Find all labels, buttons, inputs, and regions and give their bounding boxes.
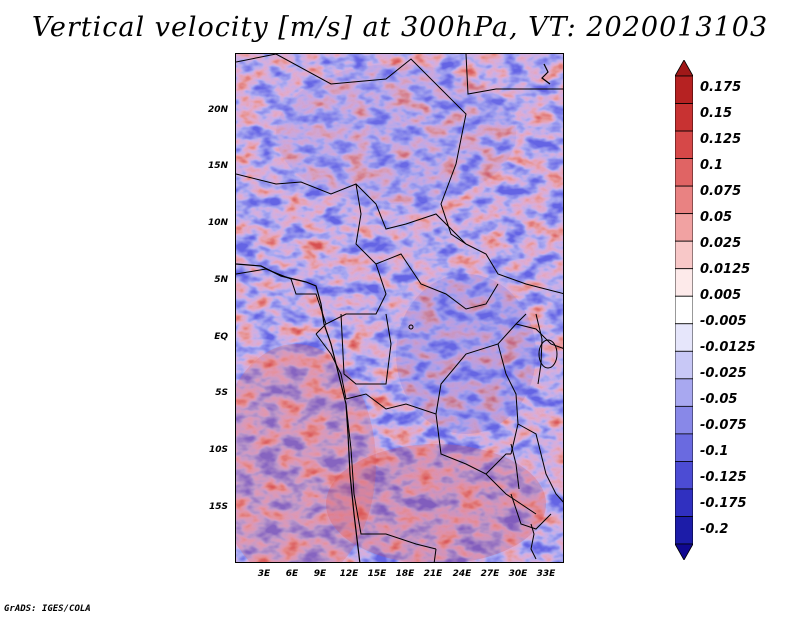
colorbar-label: 0.1: [700, 158, 724, 173]
vertical-velocity-map: [235, 53, 564, 563]
colorbar-label: -0.125: [700, 470, 747, 485]
colorbar-label: -0.05: [700, 392, 738, 407]
lon-label-3e: 3E: [257, 569, 271, 579]
colorbar-swatch: [675, 158, 693, 187]
country-borders: [236, 54, 563, 562]
coastline: [236, 63, 551, 562]
colorbar-swatch: [675, 350, 693, 380]
red-region-west: [236, 344, 376, 562]
colorbar-swatch: [675, 185, 693, 215]
colorbar-swatch: [675, 405, 693, 435]
colorbar-label: -0.1: [700, 444, 729, 459]
colorbar-label: 0.0125: [700, 262, 751, 277]
lat-label-10n: 10N: [207, 218, 228, 228]
colorbar-swatch: [675, 240, 693, 270]
colorbar-label: 0.175: [700, 80, 742, 95]
colorbar-label: 0.075: [700, 184, 742, 199]
colorbar-label: 0.15: [700, 106, 733, 121]
lat-label-5s: 5S: [215, 388, 228, 398]
colorbar-swatch: [675, 543, 693, 560]
lat-label-eq: EQ: [214, 332, 228, 342]
colorbar-swatch: [675, 488, 693, 517]
colorbar-label: 0.125: [700, 132, 742, 147]
lon-label-6e: 6E: [285, 569, 299, 579]
colorbar-swatch: [675, 516, 693, 545]
lon-label-15e: 15E: [367, 569, 387, 579]
lon-label-18e: 18E: [395, 569, 415, 579]
velocity-field: [236, 54, 563, 562]
lon-label-9e: 9E: [313, 569, 327, 579]
lat-label-15s: 15S: [208, 502, 228, 512]
colorbar-label: -0.2: [700, 522, 729, 537]
lon-label-30e: 30E: [508, 569, 528, 579]
red-region-south: [326, 444, 546, 562]
colorbar-swatch: [675, 130, 693, 159]
lat-label-15n: 15N: [207, 161, 228, 171]
colorbar-swatch: [675, 268, 693, 297]
colorbar-label: 0.05: [700, 210, 733, 225]
colorbar-swatch: [675, 461, 693, 490]
lat-label-20n: 20N: [207, 105, 228, 115]
colorbar-label: -0.175: [700, 496, 747, 511]
colorbar-label: -0.075: [700, 418, 747, 433]
lon-label-24e: 24E: [452, 569, 472, 579]
colorbar-swatch: [675, 295, 693, 325]
colorbar-swatch: [675, 433, 693, 462]
blue-region-north: [276, 64, 516, 204]
lat-label-5n: 5N: [214, 275, 228, 285]
lakes: [408, 313, 558, 560]
colorbar-label: 0.025: [700, 236, 742, 251]
map-canvas: [236, 54, 563, 562]
colorbar-swatch: [675, 323, 693, 352]
colorbar-label: -0.025: [700, 366, 747, 381]
colorbar-label: 0.005: [700, 288, 742, 303]
lon-label-21e: 21E: [423, 569, 443, 579]
map-title: Vertical velocity [m/s] at 300hPa, VT: 2…: [31, 12, 769, 43]
colorbar-swatch: [675, 103, 693, 132]
colorbar-swatch: [675, 378, 693, 407]
lon-label-27e: 27E: [480, 569, 500, 579]
lat-label-10s: 10S: [208, 445, 228, 455]
colorbar-label: -0.0125: [700, 340, 756, 355]
colorbar-swatch: [675, 60, 693, 77]
grads-credit: GrADS: IGES/COLA: [4, 604, 91, 614]
colorbar-label: -0.005: [700, 314, 747, 329]
lon-label-12e: 12E: [339, 569, 359, 579]
colorbar-swatch: [675, 213, 693, 242]
colorbar: [675, 60, 693, 560]
colorbar-swatch: [675, 75, 693, 104]
lon-label-33e: 33E: [536, 569, 556, 579]
